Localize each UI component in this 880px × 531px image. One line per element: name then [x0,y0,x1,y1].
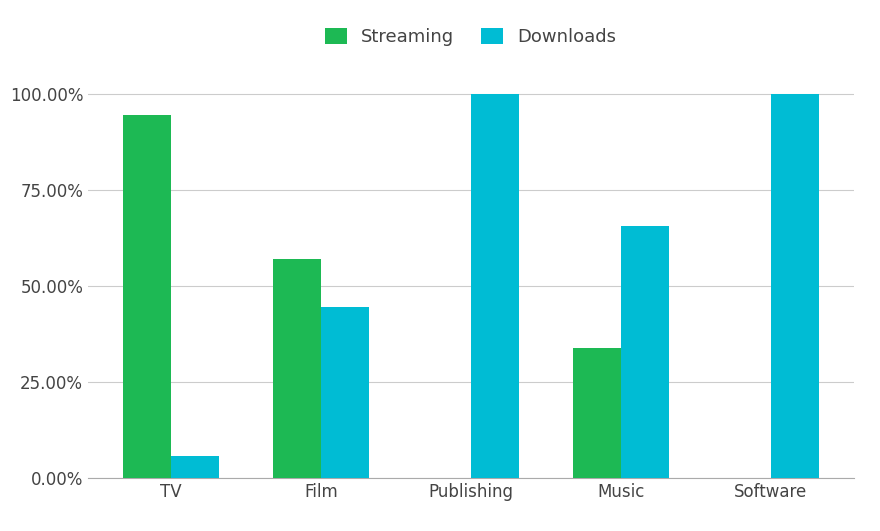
Bar [620,226,669,478]
Bar [171,456,219,478]
Bar [321,307,369,478]
Bar [123,116,171,478]
Bar [471,95,519,478]
Bar [273,259,321,478]
Bar [573,348,620,478]
Legend: Streaming, Downloads: Streaming, Downloads [316,19,626,55]
Bar [771,95,818,478]
